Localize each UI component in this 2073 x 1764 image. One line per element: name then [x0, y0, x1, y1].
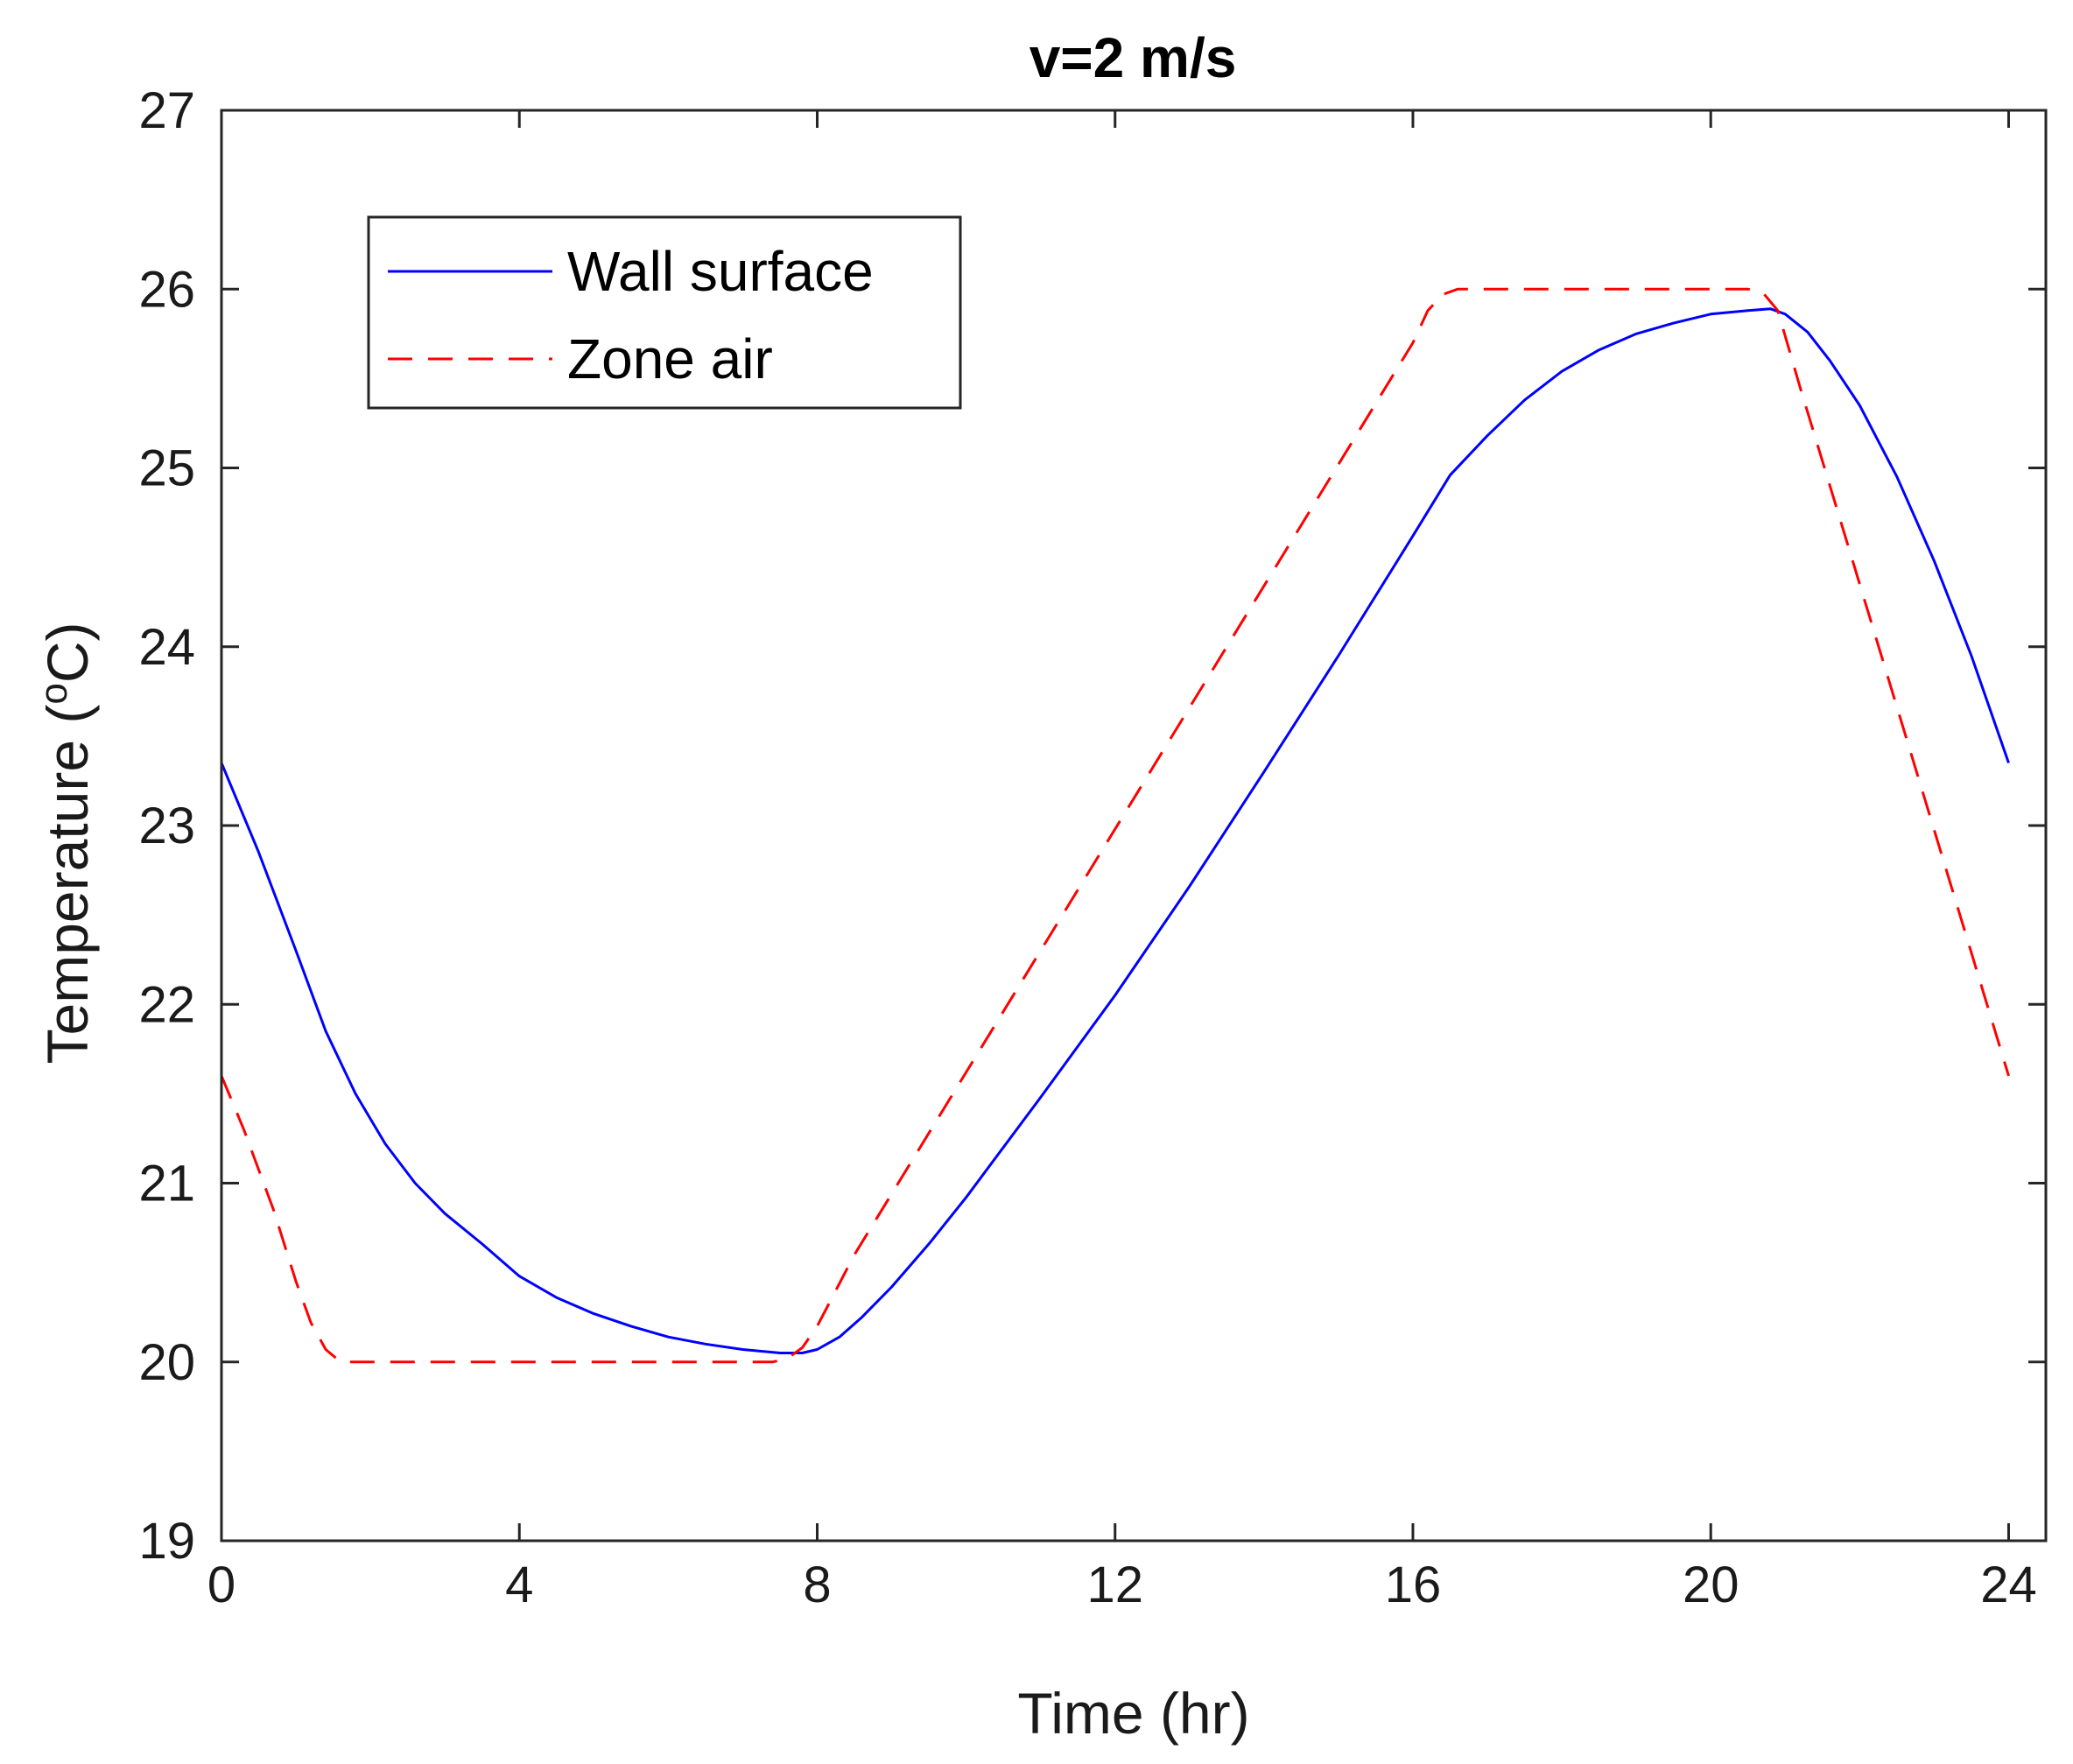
legend: Wall surface Zone air [367, 215, 962, 410]
y-axis-label-suffix: C) [35, 622, 100, 684]
x-tick-label: 16 [1385, 1557, 1442, 1613]
x-tick-label: 20 [1683, 1557, 1739, 1613]
y-tick-label: 24 [138, 619, 195, 676]
tick-layer: 0 4 8 12 16 20 24 19 20 21 22 23 24 25 26 27 [138, 82, 2046, 1613]
y-tick-label: 25 [138, 440, 195, 497]
y-tick-label: 26 [138, 261, 195, 318]
x-tick-label: 8 [803, 1557, 831, 1613]
series-line-wall-surface [220, 307, 2010, 1354]
series-line-zone-air [220, 287, 2010, 1364]
series-layer [220, 287, 2010, 1364]
x-axis-label: Time (hr) [1017, 1681, 1249, 1746]
legend-box [367, 215, 962, 410]
x-tick-label: 4 [505, 1557, 533, 1613]
x-tick-label: 24 [1980, 1557, 2037, 1613]
y-tick-label: 19 [138, 1513, 195, 1570]
chart-title: v=2 m/s [1029, 26, 1237, 89]
y-tick-label: 20 [138, 1334, 195, 1391]
legend-label-zone-air: Zone air [567, 327, 773, 390]
x-tick-label: 12 [1086, 1557, 1143, 1613]
y-axis-label-superscript: o [32, 683, 75, 704]
y-tick-label: 22 [138, 976, 195, 1033]
y-tick-label: 21 [138, 1156, 195, 1212]
legend-label-wall-surface: Wall surface [567, 240, 874, 303]
x-tick-label: 0 [207, 1557, 235, 1613]
y-tick-label: 27 [138, 82, 195, 139]
y-axis-label: Temperature (oC) [32, 622, 101, 1065]
y-axis-label-prefix: Temperature ( [35, 705, 100, 1065]
y-tick-label: 23 [138, 798, 195, 854]
